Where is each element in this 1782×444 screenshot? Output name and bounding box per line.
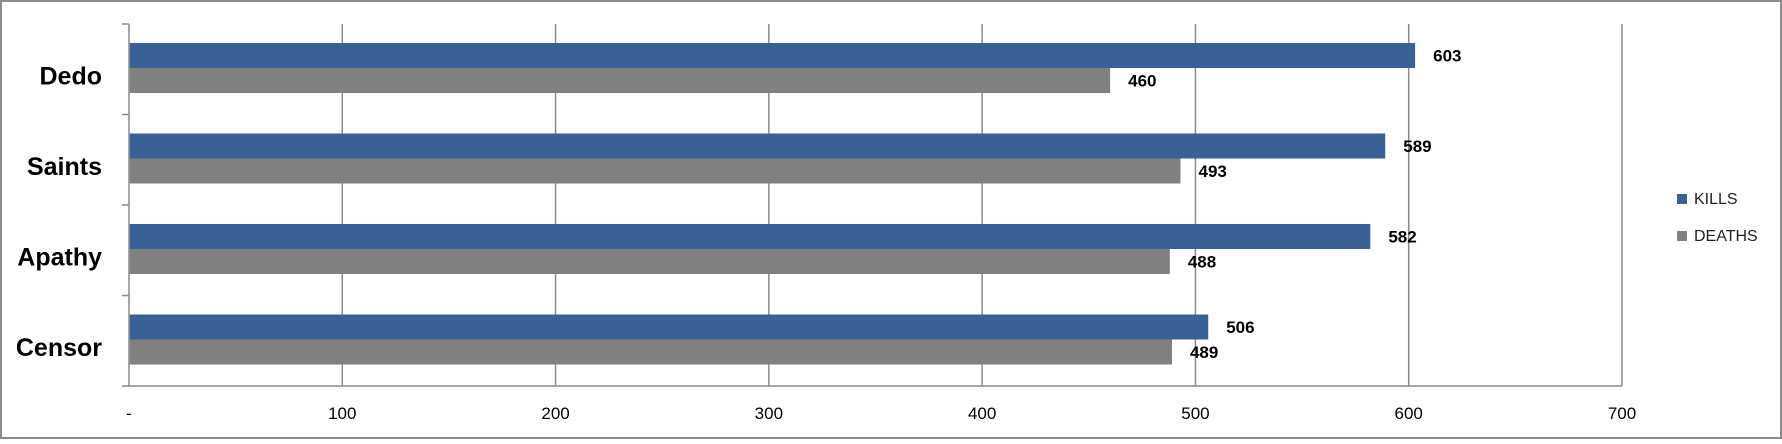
bar-deaths (129, 339, 1172, 365)
bar-kills (129, 314, 1209, 340)
x-tick-label: - (126, 404, 132, 423)
category-label: Apathy (17, 243, 102, 271)
x-tick-label: 700 (1608, 404, 1636, 423)
data-label-deaths: 493 (1198, 162, 1226, 181)
x-tick-label: 200 (541, 404, 569, 423)
bar-kills (129, 43, 1416, 68)
x-tick-label: 100 (328, 404, 356, 423)
x-tick-label: 400 (968, 404, 996, 423)
bar-kills (129, 224, 1371, 249)
data-label-kills: 603 (1433, 47, 1461, 66)
data-label-kills: 582 (1388, 228, 1416, 247)
bars (129, 43, 1416, 365)
data-label-kills: 506 (1226, 318, 1254, 337)
legend: KILLS DEATHS (1677, 191, 1758, 245)
data-label-deaths: 488 (1188, 253, 1216, 272)
x-tick-label: 500 (1181, 404, 1209, 423)
category-label: Dedo (40, 62, 103, 90)
x-tick-label: 300 (755, 404, 783, 423)
bar-kills (129, 133, 1386, 159)
category-label: Censor (16, 334, 102, 362)
legend-swatch-kills (1677, 194, 1687, 204)
data-label-deaths: 489 (1190, 343, 1218, 362)
labels: Dedo 603 460 Saints 589 493 Apathy 582 488 Censor… (16, 47, 1462, 363)
bar-deaths (129, 158, 1181, 184)
bar-deaths (129, 249, 1170, 274)
x-tick-label: 600 (1395, 404, 1423, 423)
legend-swatch-deaths (1677, 231, 1687, 241)
data-label-kills: 589 (1403, 137, 1431, 156)
legend-label-deaths: DEATHS (1694, 228, 1758, 245)
category-label: Saints (27, 153, 102, 181)
data-label-deaths: 460 (1128, 72, 1156, 91)
legend-label-kills: KILLS (1694, 191, 1738, 208)
axes: - 100 200 300 400 500 600 700 (122, 23, 1636, 423)
bar-deaths (129, 68, 1111, 93)
